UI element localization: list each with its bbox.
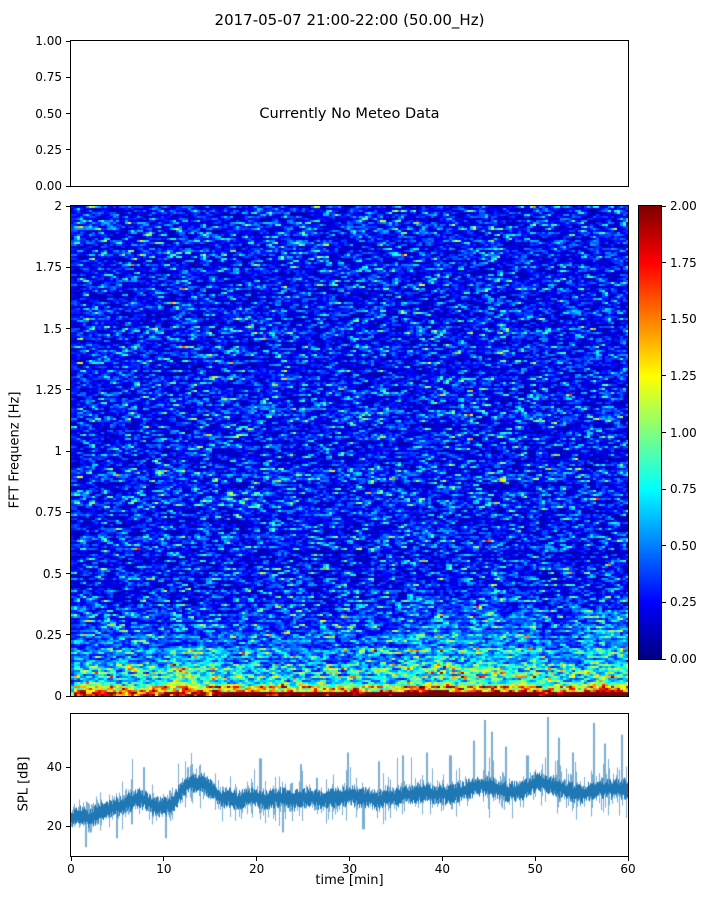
figure-title: 2017-05-07 21:00-22:00 (50.00_Hz) xyxy=(214,11,485,29)
x-tick-mark xyxy=(256,857,258,861)
y-tick-label: 0.25 xyxy=(35,142,62,157)
spectrogram-canvas xyxy=(71,206,628,696)
x-tick-label: 20 xyxy=(249,862,265,876)
y-tick-label: 0.50 xyxy=(35,106,62,121)
x-tick-mark xyxy=(70,857,72,861)
x-tick-mark xyxy=(441,857,443,861)
y-tick-mark xyxy=(66,450,70,452)
colorbar-tick-label: 0.75 xyxy=(670,482,697,497)
y-tick-mark xyxy=(66,511,70,513)
x-tick-label: 60 xyxy=(620,862,636,876)
y-tick-label: 0.75 xyxy=(35,505,62,520)
y-tick-mark xyxy=(66,695,70,697)
y-tick-label: 40 xyxy=(46,760,62,775)
x-tick-label: 10 xyxy=(156,862,172,876)
x-tick-mark xyxy=(349,857,350,861)
y-tick-mark xyxy=(66,328,70,329)
colorbar-tick-label: 0.25 xyxy=(670,595,697,610)
colorbar-tick-mark xyxy=(662,601,666,603)
y-tick-label: 0.75 xyxy=(35,70,62,85)
x-tick-mark xyxy=(534,857,536,861)
time-xlabel: time [min] xyxy=(315,873,384,888)
x-tick-label: 0 xyxy=(67,862,75,876)
no-meteo-data-text: Currently No Meteo Data xyxy=(259,105,440,122)
y-tick-label: 2 xyxy=(54,199,62,213)
x-tick-mark xyxy=(163,857,165,861)
spl-canvas xyxy=(71,714,628,856)
y-tick-mark xyxy=(66,766,70,768)
y-tick-mark xyxy=(66,205,70,207)
y-tick-label: 20 xyxy=(46,819,62,834)
colorbar-tick-label: 1.25 xyxy=(670,368,697,383)
colorbar-tick-label: 2.00 xyxy=(670,199,697,213)
y-tick-label: 1.5 xyxy=(42,321,62,336)
meteo-panel: Currently No Meteo Data xyxy=(70,40,629,187)
spl-panel xyxy=(70,713,629,857)
y-tick-label: 0 xyxy=(54,689,62,703)
colorbar-tick-mark xyxy=(662,432,666,433)
y-tick-label: 1.25 xyxy=(35,382,62,397)
x-tick-label: 30 xyxy=(341,862,358,876)
colorbar-tick-label: 0.00 xyxy=(670,652,697,666)
colorbar-tick-mark xyxy=(662,658,666,660)
y-tick-label: 0.00 xyxy=(35,179,62,193)
x-tick-mark xyxy=(627,857,629,861)
y-tick-mark xyxy=(66,266,70,268)
y-tick-mark xyxy=(66,149,70,151)
colorbar-tick-label: 1.75 xyxy=(670,255,697,270)
y-tick-label: 1.00 xyxy=(35,34,62,48)
y-tick-label: 0.25 xyxy=(35,627,62,642)
colorbar-tick-label: 0.50 xyxy=(670,538,697,553)
colorbar-canvas xyxy=(639,206,661,659)
y-tick-label: 1 xyxy=(54,444,62,458)
y-tick-mark xyxy=(66,113,70,114)
colorbar-tick-mark xyxy=(662,545,666,547)
y-tick-mark xyxy=(66,389,70,391)
colorbar-tick-mark xyxy=(662,375,666,377)
y-tick-label: 1.75 xyxy=(35,260,62,275)
x-tick-label: 40 xyxy=(434,862,450,876)
colorbar-tick-label: 1.00 xyxy=(670,425,697,440)
y-tick-mark xyxy=(66,76,70,78)
colorbar-tick-mark xyxy=(662,488,666,490)
y-tick-mark xyxy=(66,573,70,574)
colorbar-tick-label: 1.50 xyxy=(670,312,697,327)
colorbar-tick-mark xyxy=(662,205,666,207)
y-tick-mark xyxy=(66,185,70,187)
y-tick-mark xyxy=(66,40,70,42)
colorbar xyxy=(638,205,662,660)
colorbar-tick-mark xyxy=(662,318,666,320)
colorbar-tick-mark xyxy=(662,262,666,264)
y-tick-label: 0.5 xyxy=(42,566,62,581)
y-tick-mark xyxy=(66,634,70,636)
x-tick-label: 50 xyxy=(527,862,543,876)
y-tick-mark xyxy=(66,825,70,827)
spectrogram-panel xyxy=(70,205,629,697)
